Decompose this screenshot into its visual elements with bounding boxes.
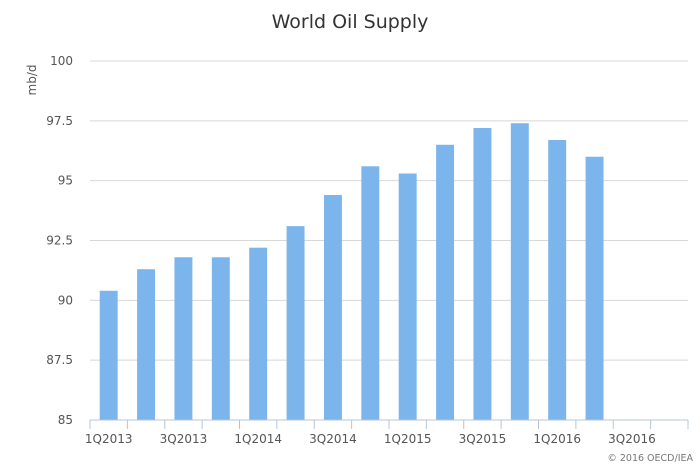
x-tick-label: 3Q2015 [459,432,507,446]
x-tick-label: 1Q2013 [85,432,133,446]
y-tick-label: 92.5 [46,234,73,248]
bar-3Q2015 [473,128,492,420]
y-tick-label: 95 [58,174,73,188]
x-tick-label: 1Q2014 [234,432,282,446]
bar-3Q2013 [174,257,193,420]
y-tick-label: 87.5 [46,353,73,367]
bar-4Q2013 [211,257,230,420]
bar-2Q2016 [585,156,604,420]
x-tick-label: 3Q2013 [160,432,208,446]
credit-text: © 2016 OECD/IEA [607,453,693,464]
y-tick-label: 97.5 [46,114,73,128]
bar-1Q2014 [249,247,268,420]
bar-4Q2015 [510,123,529,420]
bar-2Q2014 [286,226,305,420]
x-tick-label: 1Q2015 [384,432,432,446]
bar-1Q2015 [398,173,417,420]
bar-3Q2014 [323,195,342,420]
y-axis-label: mb/d [25,65,39,96]
bar-1Q2016 [548,139,567,421]
bar-2Q2015 [436,144,455,420]
y-axis-ticks: 85 87.5 90 92.5 95 97.5 100 [46,54,73,427]
y-tick-label: 100 [50,54,73,68]
bars [99,123,604,421]
y-tick-label: 85 [58,413,73,427]
x-tick-label: 1Q2016 [533,432,581,446]
bar-2Q2013 [137,269,156,420]
x-axis-ticks: 1Q2013 3Q2013 1Q2014 3Q2014 1Q2015 3Q2015 1Q20… [85,432,656,446]
y-tick-label: 90 [58,293,73,307]
x-axis [89,419,689,429]
bar-1Q2013 [99,290,118,420]
bar-4Q2014 [361,166,380,420]
x-tick-label: 3Q2014 [309,432,357,446]
chart-title: World Oil Supply [272,11,429,33]
x-tick-label: 3Q2016 [608,432,656,446]
